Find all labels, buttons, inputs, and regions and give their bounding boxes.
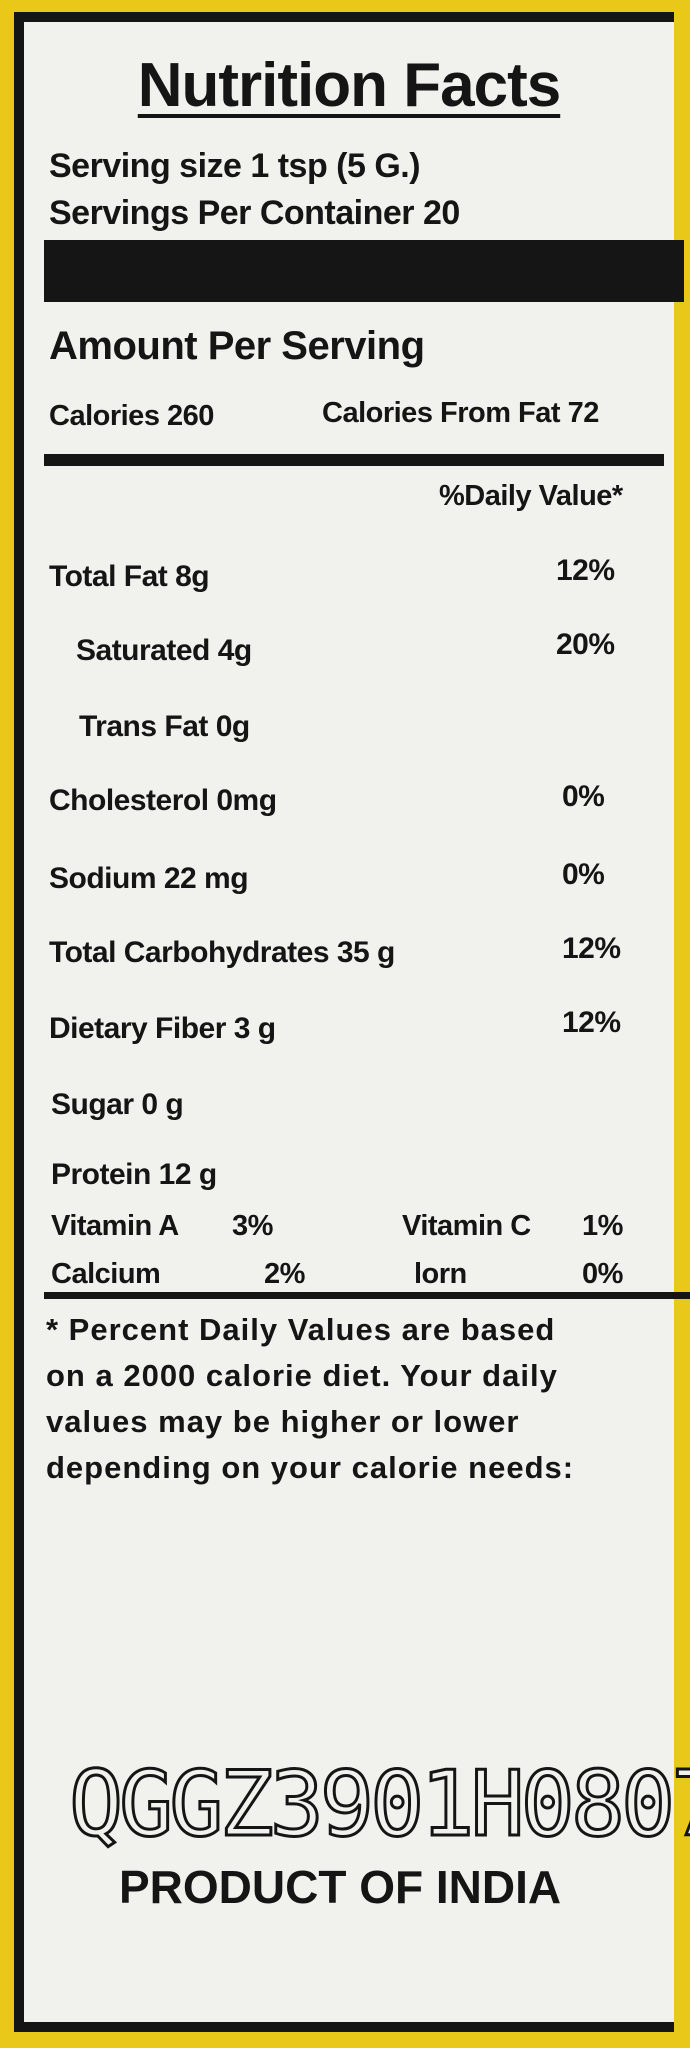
- calcium-label: Calcium: [51, 1258, 161, 1290]
- dv-cholesterol: 0%: [562, 780, 605, 813]
- footnote-line: * Percent Daily Values are based: [46, 1312, 556, 1347]
- dv-sodium: 0%: [562, 858, 605, 891]
- calories-from-fat: Calories From Fat 72: [322, 397, 599, 429]
- thick-divider: [44, 240, 684, 302]
- nutrient-protein: Protein 12 g: [51, 1158, 217, 1191]
- nutrient-sugar: Sugar 0 g: [51, 1088, 184, 1121]
- dv-total-fat: 12%: [556, 554, 615, 587]
- nutrient-sodium: Sodium 22 mg: [49, 862, 249, 895]
- footnote-line: on a 2000 calorie diet. Your daily: [46, 1358, 558, 1393]
- nutrient-cholesterol: Cholesterol 0mg: [49, 784, 277, 817]
- vitamin-a-label: Vitamin A: [51, 1210, 179, 1242]
- nutrient-total-fat: Total Fat 8g: [49, 560, 210, 593]
- batch-code: QGGZ3901H0807: [67, 1751, 690, 1859]
- footnote-line: values may be higher or lower: [46, 1404, 520, 1439]
- footnote-line: depending on your calorie needs:: [46, 1450, 575, 1485]
- footnote: * Percent Daily Values are based on a 20…: [46, 1307, 686, 1491]
- calcium-value: 2%: [264, 1258, 305, 1290]
- dv-saturated: 20%: [556, 628, 615, 661]
- bottom-divider: [44, 1292, 690, 1299]
- iron-label: lorn: [414, 1258, 467, 1290]
- dv-total-carbohydrates: 12%: [562, 932, 621, 965]
- nutrient-dietary-fiber: Dietary Fiber 3 g: [49, 1012, 276, 1045]
- nutrient-trans-fat: Trans Fat 0g: [79, 710, 250, 743]
- servings-per-container: Servings Per Container 20: [49, 194, 460, 232]
- medium-divider: [44, 454, 664, 466]
- product-origin: PRODUCT OF INDIA: [119, 1861, 562, 1913]
- nutrition-label: Nutrition Facts Serving size 1 tsp (5 G.…: [14, 12, 690, 2032]
- calories: Calories 260: [49, 400, 214, 432]
- nutrient-saturated: Saturated 4g: [76, 634, 252, 667]
- vitamin-c-label: Vitamin C: [402, 1210, 531, 1242]
- serving-size: Serving size 1 tsp (5 G.): [49, 147, 421, 185]
- amount-per-serving: Amount Per Serving: [49, 324, 425, 368]
- daily-value-header: %Daily Value*: [439, 480, 623, 512]
- dv-dietary-fiber: 12%: [562, 1006, 621, 1039]
- vitamin-a-value: 3%: [232, 1210, 273, 1242]
- iron-value: 0%: [582, 1258, 623, 1290]
- vitamin-c-value: 1%: [582, 1210, 623, 1242]
- nutrient-total-carbohydrates: Total Carbohydrates 35 g: [49, 936, 395, 969]
- label-title: Nutrition Facts: [137, 51, 561, 120]
